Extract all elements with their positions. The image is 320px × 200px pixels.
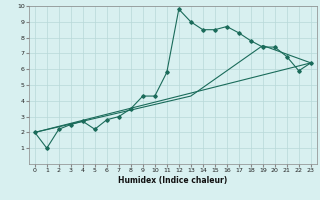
X-axis label: Humidex (Indice chaleur): Humidex (Indice chaleur) <box>118 176 228 185</box>
